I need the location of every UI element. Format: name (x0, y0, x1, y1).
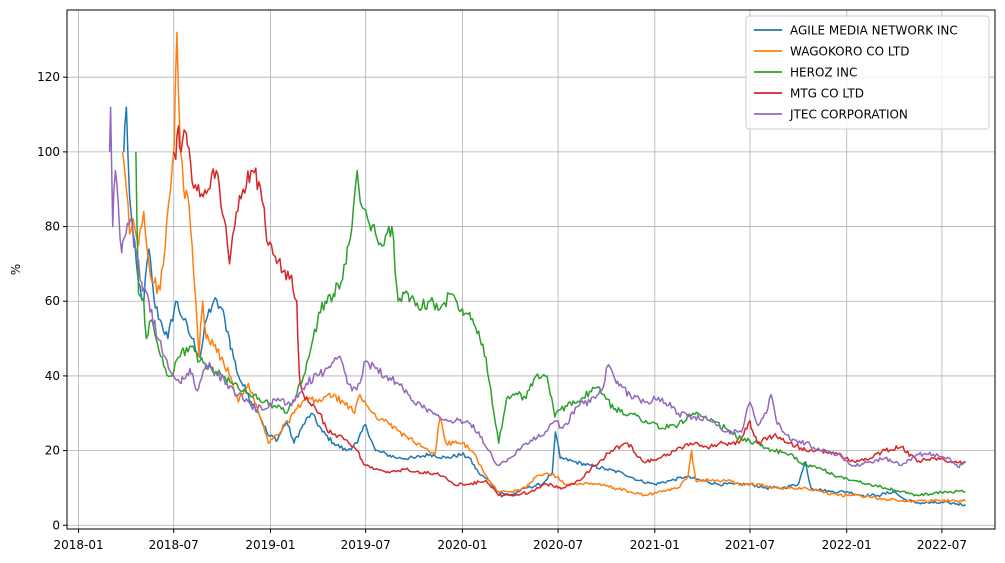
legend-label: JTEC CORPORATION (789, 108, 908, 122)
y-tick-label: 40 (45, 369, 60, 383)
x-tick-label: 2021-07 (725, 538, 775, 552)
x-tick-label: 2018-01 (53, 538, 103, 552)
legend: AGILE MEDIA NETWORK INC WAGOKORO CO LTD HE… (745, 15, 990, 130)
y-tick-label: 60 (45, 294, 60, 308)
series-layer (108, 31, 966, 507)
y-axis-label: % (9, 264, 23, 275)
x-tick-label: 2019-07 (341, 538, 391, 552)
series-line (121, 31, 966, 504)
x-tick-label: 2018-07 (149, 538, 199, 552)
legend-label: HEROZ INC (790, 66, 857, 80)
y-tick-label: 0 (52, 518, 60, 532)
legend-label: MTG CO LTD (790, 87, 864, 101)
x-tick-label: 2019-01 (245, 538, 295, 552)
x-tick-label: 2020-07 (533, 538, 583, 552)
x-tick-label: 2020-01 (437, 538, 487, 552)
y-axis: 0 20 40 60 80 100 120 (37, 70, 67, 532)
y-tick-label: 100 (37, 145, 60, 159)
legend-label: WAGOKORO CO LTD (790, 45, 909, 59)
x-tick-label: 2021-01 (630, 538, 680, 552)
y-tick-label: 120 (37, 70, 60, 84)
x-tick-label: 2022-01 (822, 538, 872, 552)
y-tick-label: 80 (45, 220, 60, 234)
y-tick-label: 20 (45, 444, 60, 458)
legend-box (745, 15, 990, 130)
x-axis: 2018-01 2018-07 2019-01 2019-07 2020-01 2020-… (53, 529, 967, 552)
plot-frame (66, 9, 996, 530)
series-line (108, 106, 966, 469)
legend-label: AGILE MEDIA NETWORK INC (790, 24, 958, 38)
x-tick-label: 2022-07 (917, 538, 967, 552)
series-line (135, 151, 966, 497)
